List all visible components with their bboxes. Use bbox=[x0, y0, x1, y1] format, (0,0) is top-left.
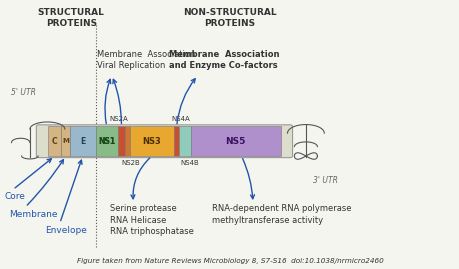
Text: Membrane  Association
Viral Replication: Membrane Association Viral Replication bbox=[96, 50, 195, 70]
Text: NON-STRUCTURAL
PROTEINS: NON-STRUCTURAL PROTEINS bbox=[183, 8, 276, 28]
Text: NS3: NS3 bbox=[142, 137, 161, 146]
Bar bbox=[48, 126, 61, 156]
Text: 5' UTR: 5' UTR bbox=[11, 88, 36, 97]
Bar bbox=[61, 126, 70, 156]
Bar bbox=[95, 126, 118, 156]
Bar bbox=[118, 126, 124, 156]
FancyBboxPatch shape bbox=[36, 125, 292, 158]
Text: NS4B: NS4B bbox=[180, 160, 199, 166]
Text: NS2B: NS2B bbox=[122, 160, 140, 166]
Bar bbox=[190, 126, 280, 156]
Text: 3' UTR: 3' UTR bbox=[312, 176, 337, 185]
Text: RNA-dependent RNA polymerase
methyltransferase activity: RNA-dependent RNA polymerase methyltrans… bbox=[211, 204, 350, 225]
Text: NS5: NS5 bbox=[225, 137, 246, 146]
Text: NS1: NS1 bbox=[98, 137, 115, 146]
Text: STRUCTURAL
PROTEINS: STRUCTURAL PROTEINS bbox=[38, 8, 105, 28]
Text: E: E bbox=[80, 137, 85, 146]
Text: M: M bbox=[62, 138, 69, 144]
Text: Serine protease
RNA Helicase
RNA triphosphatase: Serine protease RNA Helicase RNA triphos… bbox=[110, 204, 194, 236]
Bar bbox=[70, 126, 95, 156]
Bar bbox=[124, 126, 130, 156]
Bar bbox=[130, 126, 174, 156]
Text: Membrane  Association
and Enzyme Co-factors: Membrane Association and Enzyme Co-facto… bbox=[169, 50, 279, 70]
Text: NS4A: NS4A bbox=[172, 116, 190, 122]
Bar bbox=[174, 126, 179, 156]
Text: Core: Core bbox=[5, 192, 25, 201]
Text: Envelope: Envelope bbox=[45, 226, 87, 235]
Text: NS2A: NS2A bbox=[109, 116, 128, 122]
Bar bbox=[179, 126, 190, 156]
Text: NS1: NS1 bbox=[98, 137, 115, 146]
Text: Figure taken from Nature Reviews Microbiology 8, S7-S16  doi:10.1038/nrmicro2460: Figure taken from Nature Reviews Microbi… bbox=[77, 257, 382, 264]
Text: Membrane: Membrane bbox=[9, 210, 57, 219]
Text: C: C bbox=[52, 137, 57, 146]
